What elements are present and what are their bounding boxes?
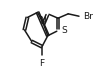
Text: F: F xyxy=(39,59,44,68)
Text: N: N xyxy=(40,16,46,25)
Text: Br: Br xyxy=(83,12,93,21)
Text: S: S xyxy=(61,26,67,35)
